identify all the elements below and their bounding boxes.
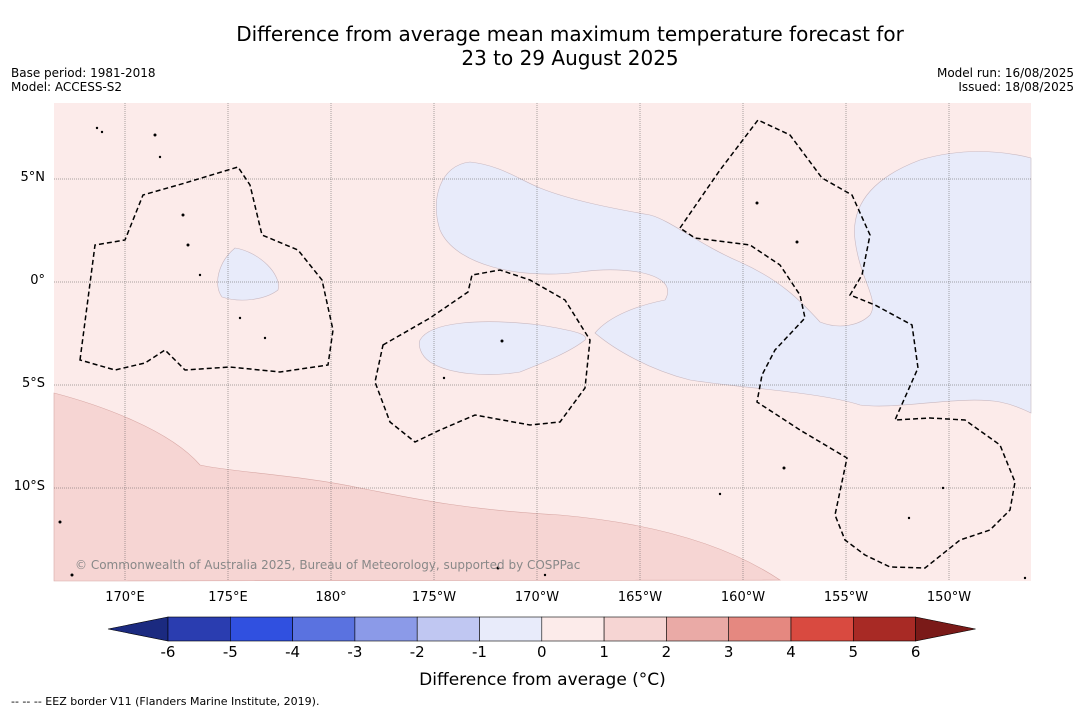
colorbar-arrow-low [107,616,169,642]
lat-label: 5°N [20,170,46,185]
lon-label: 175°W [411,590,457,605]
lon-label: 155°W [823,590,869,605]
colorbar-tick-label: -2 [409,643,425,661]
island-markers [58,126,1027,580]
title-line-2: 23 to 29 August 2025 [461,46,679,70]
colorbar-segment [416,616,480,642]
colorbar-segment [728,616,792,642]
lat-label: 10°S [13,479,45,494]
eez-footnote: -- -- -- EEZ border V11 (Flanders Marine… [11,695,320,708]
eez-border-kiribati-line-north [678,119,1016,569]
colorbar-segment [541,616,605,642]
colorbar-label: Difference from average (°C) [419,670,666,690]
colorbar [107,616,976,642]
colorbar-tick-label: 5 [848,643,859,661]
colorbar-segment [230,616,293,642]
colorbar-tick-label: 6 [910,643,921,661]
eez-border-kiribati-phoenix [374,269,591,443]
colorbar-arrow-high [915,616,976,642]
warm-anomaly-region [53,392,781,582]
lon-label: 175°E [208,590,248,605]
cool-anomaly-region-east [436,151,1032,414]
issued-date: Issued: 18/08/2025 [958,80,1074,94]
colorbar-tick-label: -6 [160,643,176,661]
colorbar-tick-label: -4 [285,643,301,661]
copyright-notice: © Commonwealth of Australia 2025, Bureau… [75,558,581,572]
colorbar-segment [852,616,916,642]
cool-anomaly-region-west [217,247,279,301]
colorbar-tick-label: 4 [786,643,796,661]
lon-label: 150°W [926,590,972,605]
cool-anomaly-region-central [419,321,587,375]
colorbar-segment [603,616,667,642]
colorbar-segment [354,616,418,642]
lon-label: 180° [315,590,347,605]
model-run: Model run: 16/08/2025 [936,66,1074,80]
lon-label: 170°E [105,590,145,605]
base-period: Base period: 1981-2018 [11,66,156,80]
eez-borders [79,119,1016,569]
lon-label: 170°W [514,590,560,605]
colorbar-segment [666,616,730,642]
colorbar-tick-label: 0 [537,643,547,661]
chart-title: Difference from average mean maximum tem… [0,22,1085,70]
colorbar-tick-label: 1 [599,643,609,661]
lat-label: 0° [30,273,45,288]
colorbar-tick-label: -3 [347,643,363,661]
lon-label: 165°W [617,590,663,605]
eez-border-kiribati-gilbert [79,166,334,373]
meta-left: Base period: 1981-2018 Model: ACCESS-S2 [11,66,156,94]
colorbar-segment [790,616,854,642]
colorbar-tick-label: -5 [222,643,238,661]
colorbar-segment [167,616,231,642]
colorbar-segment [479,616,543,642]
meta-right: Model run: 16/08/2025 Issued: 18/08/2025 [937,66,1074,94]
colorbar-tick-label: -1 [472,643,487,661]
colorbar-tick-label: 2 [661,643,672,661]
colorbar-segment [292,616,356,642]
title-line-1: Difference from average mean maximum tem… [236,22,904,46]
lon-label: 160°W [720,590,766,605]
lat-label: 5°S [21,376,45,391]
colorbar-tick-label: 3 [723,643,734,661]
model-name: Model: ACCESS-S2 [11,80,123,94]
